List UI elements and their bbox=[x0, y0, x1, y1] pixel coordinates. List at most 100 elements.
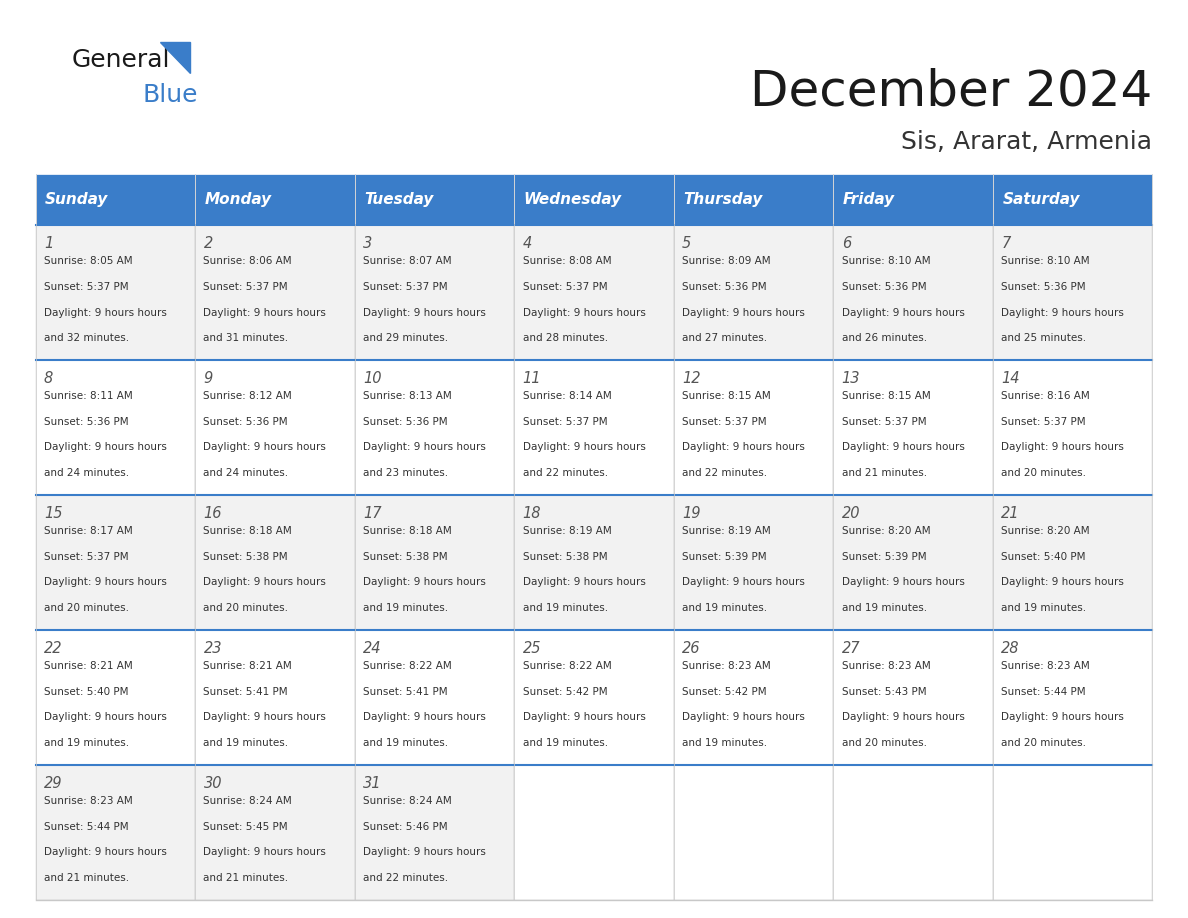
Text: Sunrise: 8:19 AM: Sunrise: 8:19 AM bbox=[523, 526, 612, 536]
Text: Sunrise: 8:20 AM: Sunrise: 8:20 AM bbox=[1001, 526, 1089, 536]
Text: and 21 minutes.: and 21 minutes. bbox=[44, 873, 129, 883]
Text: Sunrise: 8:22 AM: Sunrise: 8:22 AM bbox=[523, 661, 612, 671]
Text: 19: 19 bbox=[682, 506, 701, 521]
Text: and 23 minutes.: and 23 minutes. bbox=[364, 468, 448, 478]
FancyBboxPatch shape bbox=[674, 225, 833, 360]
Text: Daylight: 9 hours hours: Daylight: 9 hours hours bbox=[1001, 308, 1124, 318]
Text: 5: 5 bbox=[682, 236, 691, 251]
Text: Wednesday: Wednesday bbox=[524, 192, 621, 207]
Text: Daylight: 9 hours hours: Daylight: 9 hours hours bbox=[841, 442, 965, 453]
Text: and 24 minutes.: and 24 minutes. bbox=[44, 468, 129, 478]
Text: and 19 minutes.: and 19 minutes. bbox=[841, 603, 927, 613]
Text: 13: 13 bbox=[841, 371, 860, 386]
Text: Sunset: 5:41 PM: Sunset: 5:41 PM bbox=[203, 687, 289, 697]
Text: Daylight: 9 hours hours: Daylight: 9 hours hours bbox=[682, 442, 805, 453]
FancyBboxPatch shape bbox=[514, 495, 674, 630]
FancyBboxPatch shape bbox=[195, 630, 355, 765]
Text: Sunrise: 8:20 AM: Sunrise: 8:20 AM bbox=[841, 526, 930, 536]
FancyBboxPatch shape bbox=[674, 495, 833, 630]
Text: Sunrise: 8:19 AM: Sunrise: 8:19 AM bbox=[682, 526, 771, 536]
FancyBboxPatch shape bbox=[514, 174, 674, 225]
FancyBboxPatch shape bbox=[993, 630, 1152, 765]
FancyBboxPatch shape bbox=[514, 765, 674, 900]
FancyBboxPatch shape bbox=[355, 360, 514, 495]
Text: and 19 minutes.: and 19 minutes. bbox=[364, 603, 448, 613]
Text: Sunrise: 8:24 AM: Sunrise: 8:24 AM bbox=[203, 796, 292, 806]
Text: 16: 16 bbox=[203, 506, 222, 521]
Text: 28: 28 bbox=[1001, 641, 1019, 655]
Polygon shape bbox=[160, 42, 190, 73]
Text: Sunset: 5:37 PM: Sunset: 5:37 PM bbox=[682, 417, 766, 427]
Text: 2: 2 bbox=[203, 236, 213, 251]
Text: Daylight: 9 hours hours: Daylight: 9 hours hours bbox=[1001, 442, 1124, 453]
Text: December 2024: December 2024 bbox=[750, 68, 1152, 116]
Text: Sunset: 5:36 PM: Sunset: 5:36 PM bbox=[44, 417, 128, 427]
Text: 6: 6 bbox=[841, 236, 851, 251]
Text: 10: 10 bbox=[364, 371, 381, 386]
Text: Daylight: 9 hours hours: Daylight: 9 hours hours bbox=[364, 442, 486, 453]
FancyBboxPatch shape bbox=[674, 630, 833, 765]
Text: Daylight: 9 hours hours: Daylight: 9 hours hours bbox=[44, 442, 166, 453]
Text: 9: 9 bbox=[203, 371, 213, 386]
Text: Sunrise: 8:15 AM: Sunrise: 8:15 AM bbox=[682, 391, 771, 401]
Text: Sunset: 5:36 PM: Sunset: 5:36 PM bbox=[841, 282, 927, 292]
Text: Sunrise: 8:09 AM: Sunrise: 8:09 AM bbox=[682, 256, 771, 266]
FancyBboxPatch shape bbox=[514, 630, 674, 765]
FancyBboxPatch shape bbox=[514, 360, 674, 495]
FancyBboxPatch shape bbox=[993, 765, 1152, 900]
Text: Daylight: 9 hours hours: Daylight: 9 hours hours bbox=[523, 712, 645, 722]
FancyBboxPatch shape bbox=[355, 765, 514, 900]
Text: Daylight: 9 hours hours: Daylight: 9 hours hours bbox=[682, 712, 805, 722]
Text: 8: 8 bbox=[44, 371, 53, 386]
Text: Daylight: 9 hours hours: Daylight: 9 hours hours bbox=[1001, 712, 1124, 722]
Text: Daylight: 9 hours hours: Daylight: 9 hours hours bbox=[203, 442, 327, 453]
Text: and 19 minutes.: and 19 minutes. bbox=[682, 603, 767, 613]
Text: and 19 minutes.: and 19 minutes. bbox=[523, 603, 608, 613]
Text: Daylight: 9 hours hours: Daylight: 9 hours hours bbox=[364, 712, 486, 722]
Text: and 21 minutes.: and 21 minutes. bbox=[203, 873, 289, 883]
Text: Saturday: Saturday bbox=[1003, 192, 1080, 207]
Text: Daylight: 9 hours hours: Daylight: 9 hours hours bbox=[203, 712, 327, 722]
FancyBboxPatch shape bbox=[993, 225, 1152, 360]
Text: and 22 minutes.: and 22 minutes. bbox=[523, 468, 608, 478]
Text: Daylight: 9 hours hours: Daylight: 9 hours hours bbox=[44, 308, 166, 318]
Text: Sunrise: 8:11 AM: Sunrise: 8:11 AM bbox=[44, 391, 133, 401]
FancyBboxPatch shape bbox=[36, 630, 195, 765]
FancyBboxPatch shape bbox=[674, 360, 833, 495]
Text: Tuesday: Tuesday bbox=[365, 192, 434, 207]
FancyBboxPatch shape bbox=[833, 495, 993, 630]
Text: Daylight: 9 hours hours: Daylight: 9 hours hours bbox=[841, 577, 965, 588]
Text: Sunset: 5:46 PM: Sunset: 5:46 PM bbox=[364, 822, 448, 832]
Text: and 20 minutes.: and 20 minutes. bbox=[1001, 468, 1086, 478]
Text: 7: 7 bbox=[1001, 236, 1011, 251]
Text: Daylight: 9 hours hours: Daylight: 9 hours hours bbox=[203, 308, 327, 318]
FancyBboxPatch shape bbox=[36, 225, 195, 360]
Text: Sunrise: 8:08 AM: Sunrise: 8:08 AM bbox=[523, 256, 611, 266]
Text: Daylight: 9 hours hours: Daylight: 9 hours hours bbox=[44, 847, 166, 857]
FancyBboxPatch shape bbox=[833, 174, 993, 225]
Text: Friday: Friday bbox=[842, 192, 895, 207]
Text: Sunset: 5:36 PM: Sunset: 5:36 PM bbox=[364, 417, 448, 427]
Text: Sis, Ararat, Armenia: Sis, Ararat, Armenia bbox=[902, 130, 1152, 154]
Text: Daylight: 9 hours hours: Daylight: 9 hours hours bbox=[44, 577, 166, 588]
Text: 14: 14 bbox=[1001, 371, 1019, 386]
Text: 31: 31 bbox=[364, 776, 381, 790]
Text: Sunrise: 8:18 AM: Sunrise: 8:18 AM bbox=[203, 526, 292, 536]
Text: and 20 minutes.: and 20 minutes. bbox=[841, 738, 927, 748]
FancyBboxPatch shape bbox=[674, 765, 833, 900]
Text: Sunset: 5:37 PM: Sunset: 5:37 PM bbox=[523, 282, 607, 292]
Text: Sunset: 5:44 PM: Sunset: 5:44 PM bbox=[44, 822, 128, 832]
Text: Daylight: 9 hours hours: Daylight: 9 hours hours bbox=[841, 308, 965, 318]
Text: Sunset: 5:39 PM: Sunset: 5:39 PM bbox=[841, 552, 927, 562]
Text: Sunset: 5:37 PM: Sunset: 5:37 PM bbox=[1001, 417, 1086, 427]
Text: Sunrise: 8:13 AM: Sunrise: 8:13 AM bbox=[364, 391, 451, 401]
Text: and 19 minutes.: and 19 minutes. bbox=[44, 738, 129, 748]
Text: 12: 12 bbox=[682, 371, 701, 386]
Text: Sunrise: 8:10 AM: Sunrise: 8:10 AM bbox=[1001, 256, 1089, 266]
Text: Daylight: 9 hours hours: Daylight: 9 hours hours bbox=[523, 308, 645, 318]
Text: General: General bbox=[71, 48, 170, 72]
Text: 4: 4 bbox=[523, 236, 532, 251]
Text: Sunset: 5:37 PM: Sunset: 5:37 PM bbox=[44, 282, 128, 292]
Text: 20: 20 bbox=[841, 506, 860, 521]
FancyBboxPatch shape bbox=[195, 495, 355, 630]
